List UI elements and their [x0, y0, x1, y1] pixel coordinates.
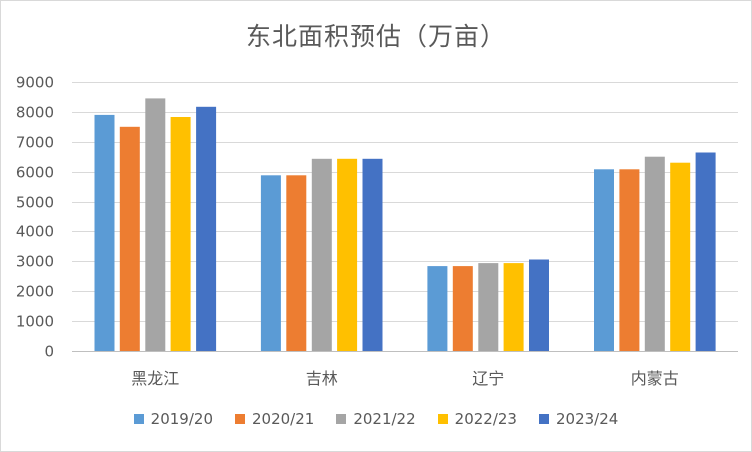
bar: [427, 266, 448, 351]
x-tick-label: 吉林: [306, 369, 338, 388]
legend-item: 2019/20: [133, 410, 213, 428]
y-tick-label: 4000: [16, 223, 54, 241]
y-tick-label: 3000: [16, 253, 54, 271]
legend-swatch: [437, 414, 448, 424]
legend-label: 2020/21: [252, 410, 315, 428]
bar: [503, 263, 524, 351]
x-tick-label: 内蒙古: [631, 369, 679, 388]
bar: [311, 158, 332, 351]
y-tick-label: 7000: [16, 134, 54, 152]
bar: [362, 158, 383, 351]
bar: [452, 266, 473, 351]
y-tick-label: 5000: [16, 194, 54, 212]
legend-item: 2023/24: [538, 410, 619, 428]
x-axis-ticks: 黑龙江 吉林 辽宁 内蒙古: [131, 369, 679, 388]
legend-label: 2019/20: [150, 410, 213, 428]
bar: [478, 263, 499, 351]
legend-label: 2022/23: [454, 410, 517, 428]
y-tick-label: 6000: [16, 164, 54, 182]
bars: [94, 98, 716, 352]
legend-label: 2023/24: [555, 410, 619, 428]
bar: [644, 156, 665, 351]
legend-swatch: [235, 414, 245, 424]
x-tick-label: 黑龙江: [131, 369, 179, 388]
legend-item: 2020/21: [235, 410, 314, 428]
bar: [529, 259, 549, 351]
bar: [619, 169, 640, 351]
chart-title: 东北面积预估（万亩）: [245, 22, 506, 51]
y-tick-label: 8000: [16, 104, 54, 122]
legend-item: 2021/22: [336, 410, 416, 428]
bar: [286, 175, 307, 351]
y-tick-label: 9000: [16, 74, 54, 92]
bar: [670, 162, 691, 351]
legend-swatch: [336, 414, 347, 424]
bar: [119, 126, 140, 351]
y-axis-ticks: 0 1000 2000 3000 4000 5000 6000 7000 8000 9000: [16, 74, 54, 361]
bar: [196, 106, 217, 351]
x-tick-label: 辽宁: [472, 369, 504, 388]
bar: [170, 117, 191, 351]
bar: [94, 114, 115, 352]
legend-swatch: [133, 414, 144, 424]
bar: [695, 152, 716, 351]
bar: [337, 158, 358, 351]
bar: [260, 175, 281, 351]
y-tick-label: 1000: [16, 313, 54, 331]
legend: 2019/20 2020/21 2021/22 2022/23 2023/24: [0, 410, 752, 428]
y-tick-label: 2000: [16, 283, 54, 301]
legend-swatch: [538, 414, 549, 424]
bar: [594, 169, 614, 351]
legend-label: 2021/22: [353, 410, 416, 428]
y-tick-label: 0: [44, 343, 54, 361]
bar: [145, 98, 166, 352]
legend-item: 2022/23: [437, 410, 517, 428]
